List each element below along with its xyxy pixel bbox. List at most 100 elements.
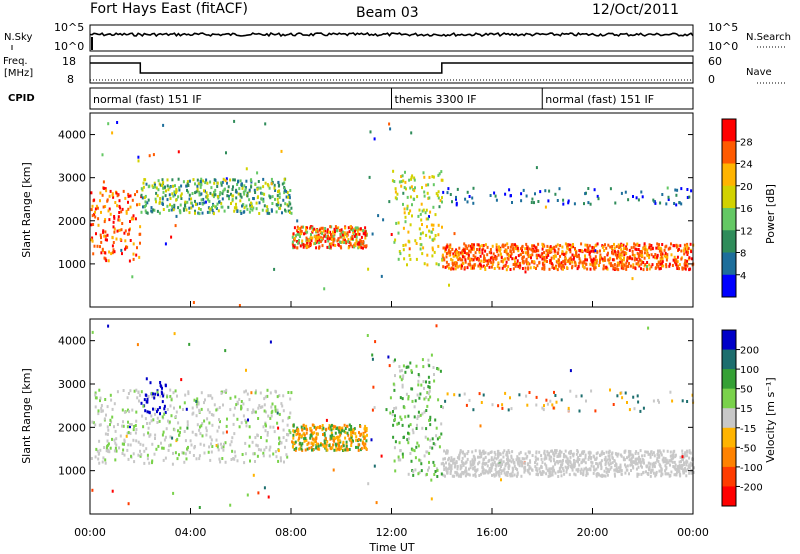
power-cell	[648, 267, 651, 271]
velocity-cell	[672, 453, 674, 457]
velocity-y-tick-label: 3000	[58, 378, 86, 391]
velocity-cell	[573, 472, 576, 476]
velocity-cell	[344, 448, 347, 452]
velocity-cell	[453, 465, 456, 469]
velocity-cell	[498, 459, 501, 463]
power-cell	[355, 239, 358, 243]
power-cell	[543, 256, 546, 259]
velocity-cell	[671, 460, 674, 464]
power-cell	[480, 259, 483, 263]
power-cell	[673, 255, 676, 259]
velocity-cell	[337, 438, 339, 442]
cpid-segment-label: normal (fast) 151 IF	[545, 93, 654, 106]
velocity-cell	[493, 456, 496, 460]
velocity-cell	[487, 452, 490, 456]
velocity-cell	[114, 429, 117, 433]
power-cell	[185, 184, 188, 188]
velocity-cell	[582, 471, 585, 475]
velocity-cell	[438, 445, 441, 449]
power-cell	[486, 253, 489, 257]
velocity-cell	[682, 458, 685, 462]
power-cell	[635, 196, 638, 200]
power-colorbar-tick-label: 8	[740, 249, 746, 260]
power-cell	[495, 243, 498, 247]
power-cell	[410, 177, 413, 181]
velocity-cell	[656, 456, 659, 460]
velocity-cell	[417, 373, 420, 376]
velocity-cell	[657, 450, 660, 454]
velocity-cell	[104, 458, 107, 462]
velocity-cell	[99, 423, 102, 427]
velocity-cell	[322, 426, 325, 430]
power-cell	[109, 212, 112, 216]
velocity-cell	[569, 465, 572, 468]
velocity-cell	[148, 461, 151, 465]
power-cell	[638, 254, 641, 258]
velocity-cell	[474, 474, 477, 478]
velocity-cell	[469, 466, 472, 470]
velocity-cell	[342, 449, 344, 452]
power-cell	[543, 266, 546, 270]
velocity-cell	[428, 460, 430, 464]
power-cell	[171, 178, 174, 182]
power-cell	[423, 190, 426, 194]
power-cell	[481, 251, 484, 255]
power-cell	[291, 242, 294, 246]
velocity-cell	[97, 457, 100, 461]
power-cell	[408, 253, 411, 257]
velocity-cell	[142, 433, 145, 437]
velocity-cell	[165, 427, 168, 431]
velocity-cell	[547, 469, 550, 473]
velocity-cell	[172, 391, 175, 395]
velocity-cell	[566, 457, 569, 461]
power-cell	[690, 189, 693, 193]
power-cell	[684, 267, 687, 271]
power-cell	[663, 248, 666, 252]
power-cell	[487, 262, 490, 265]
velocity-cell	[407, 365, 410, 369]
velocity-cell	[493, 473, 495, 477]
velocity-cell	[534, 455, 537, 459]
power-cell	[99, 199, 101, 203]
velocity-cell	[507, 449, 510, 453]
power-cell	[562, 202, 565, 206]
power-cell	[293, 226, 296, 230]
velocity-cell	[304, 448, 307, 452]
power-cell	[451, 258, 454, 262]
velocity-cell	[176, 394, 178, 398]
velocity-cell	[501, 462, 504, 466]
power-cell	[577, 265, 580, 269]
power-cell	[243, 184, 246, 188]
power-cell	[497, 248, 500, 252]
power-cell	[204, 200, 207, 204]
velocity-cell	[545, 472, 548, 476]
velocity-cell	[119, 434, 122, 438]
power-cell	[638, 243, 641, 247]
power-cell	[205, 178, 208, 182]
velocity-cell	[416, 393, 419, 397]
velocity-cell	[436, 475, 439, 478]
power-cell	[655, 266, 658, 270]
power-cell	[525, 242, 528, 246]
velocity-colorbar-tick-label: -15	[740, 424, 756, 435]
power-cell	[94, 207, 97, 211]
velocity-cell	[195, 433, 198, 437]
power-cell	[352, 228, 354, 232]
velocity-cell	[186, 423, 189, 427]
velocity-cell	[473, 461, 476, 465]
velocity-cell	[281, 404, 284, 408]
power-cell	[471, 264, 474, 268]
velocity-cell	[287, 391, 290, 394]
power-cell	[488, 250, 491, 254]
power-colorbar-swatch	[722, 163, 736, 187]
velocity-cell	[508, 451, 511, 455]
power-cell	[519, 247, 522, 251]
power-cell	[498, 245, 500, 249]
power-cell	[362, 229, 365, 233]
velocity-cell	[573, 464, 576, 468]
power-cell	[243, 192, 246, 196]
power-cell	[650, 265, 653, 269]
velocity-cell	[115, 443, 118, 447]
power-cell	[454, 267, 457, 271]
power-cell	[261, 208, 264, 212]
